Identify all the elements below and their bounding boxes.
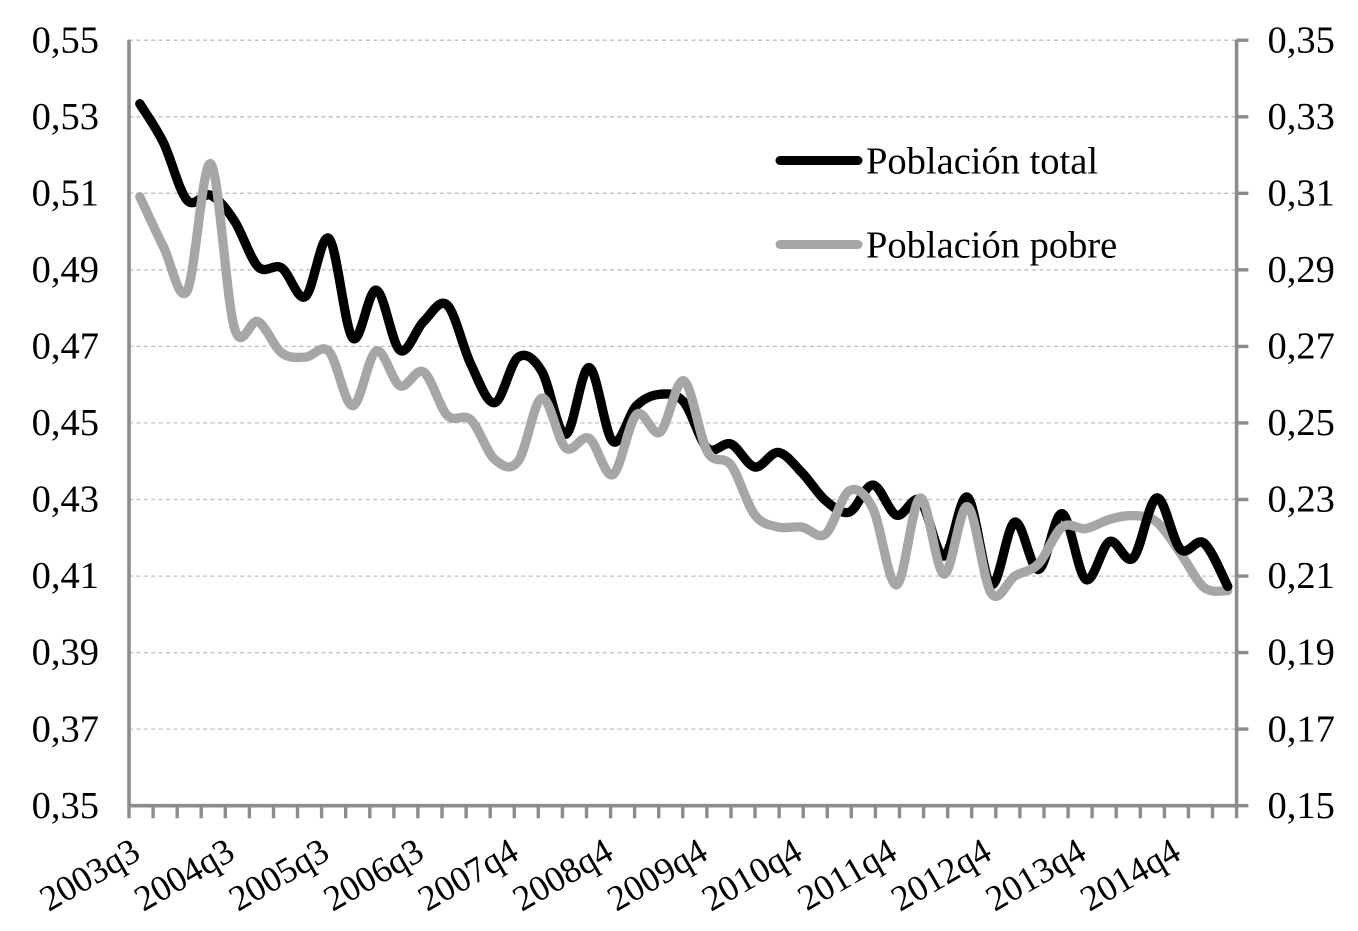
svg-text:0,35: 0,35 [32,785,99,827]
svg-text:0,39: 0,39 [32,632,99,674]
svg-text:0,45: 0,45 [32,402,99,444]
svg-text:0,43: 0,43 [32,479,99,521]
svg-text:0,33: 0,33 [1268,96,1335,138]
svg-text:0,29: 0,29 [1268,249,1335,291]
svg-text:0,21: 0,21 [1268,555,1335,597]
svg-text:0,31: 0,31 [1268,172,1335,214]
svg-text:0,53: 0,53 [32,96,99,138]
svg-text:0,27: 0,27 [1268,326,1335,368]
svg-text:Población total: Población total [866,141,1098,183]
svg-text:Población pobre: Población pobre [866,225,1117,267]
svg-text:0,55: 0,55 [32,19,99,61]
svg-text:0,47: 0,47 [32,326,99,368]
svg-text:0,23: 0,23 [1268,479,1335,521]
svg-text:0,35: 0,35 [1268,19,1335,61]
svg-text:0,15: 0,15 [1268,785,1335,827]
svg-text:0,41: 0,41 [32,555,99,597]
svg-text:0,37: 0,37 [32,708,99,750]
svg-text:0,49: 0,49 [32,249,99,291]
svg-text:0,19: 0,19 [1268,632,1335,674]
svg-text:0,17: 0,17 [1268,708,1335,750]
svg-text:0,51: 0,51 [32,172,99,214]
svg-text:0,25: 0,25 [1268,402,1335,444]
